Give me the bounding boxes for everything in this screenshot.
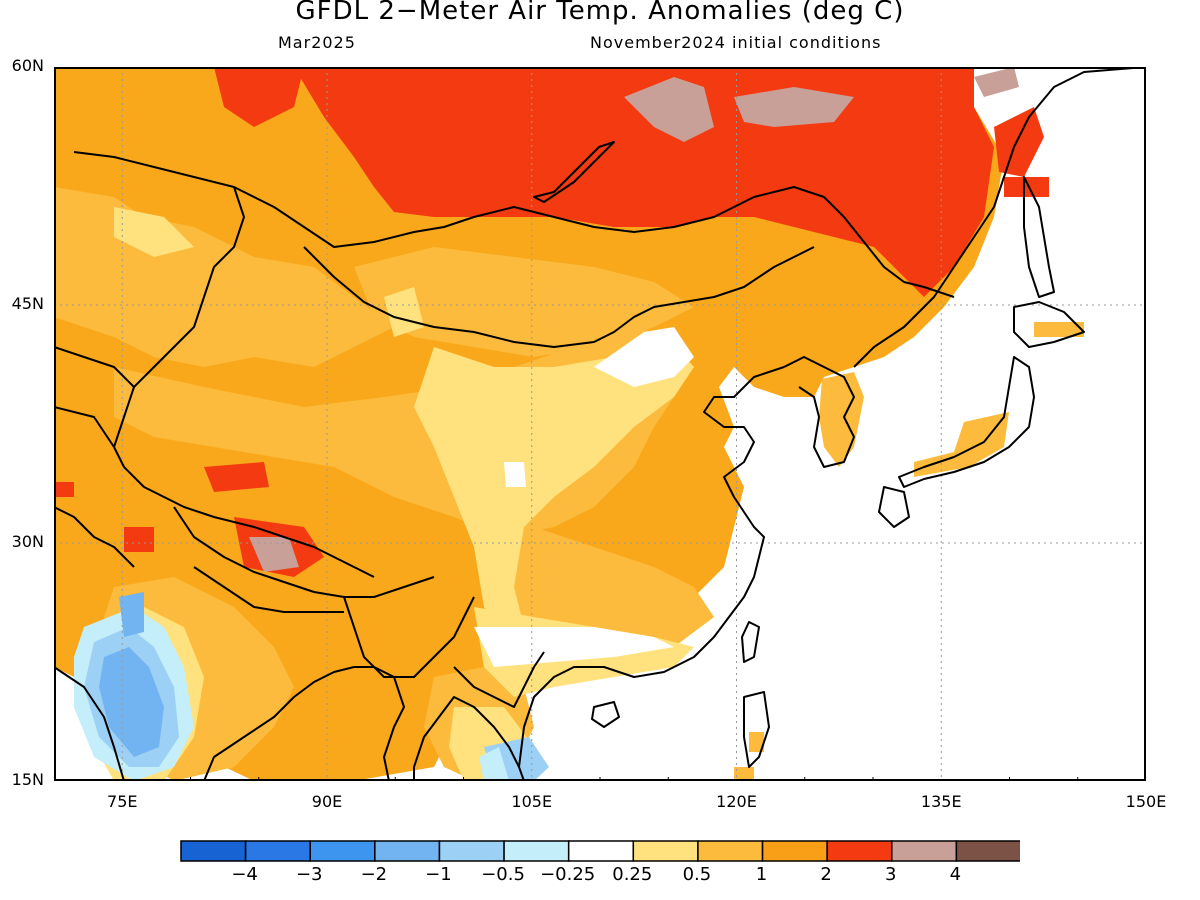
contour-luzon [734,767,754,781]
colorbar-swatch [374,840,441,862]
contour-2-to-3-kaz [54,482,74,497]
contour-neg-1 [99,647,164,757]
lon-label-105E: 105E [511,792,553,811]
contour-taiwan [749,732,764,752]
coastline-kyushu [878,486,910,528]
border-russia-china-mongolia [73,151,955,298]
coastline-honshu [898,356,1035,488]
lon-label-75E: 75E [107,792,138,811]
colorbar-label: −0.5 [481,864,525,885]
colorbar-label: −3 [295,864,323,885]
colorbar-label: 1 [755,864,768,885]
lon-label-135E: 135E [920,792,962,811]
lake-baikal [533,141,615,203]
colorbar-swatch [955,840,1020,862]
contour-2-to-3-himalaya [124,527,154,552]
coastline-luzon [743,691,770,768]
colorbar-label: 0.25 [612,864,653,885]
colorbar-label: 2 [820,864,832,885]
border-central-asia [54,346,135,568]
contour-neg-indochina-inner [479,747,509,781]
coastline-india [54,666,355,781]
colorbar-label: 0.5 [682,864,712,885]
coastline-taiwan [741,621,760,663]
coastline-indochina [413,696,520,781]
contour-0p25-to-0p5-kaz [114,207,194,257]
contour-3-to-4-kolyma [974,67,1019,97]
lat-label-60N: 60N [11,56,44,75]
colorbar-swatch [891,840,958,862]
contour-0p25-to-0p5-tibet [384,287,424,337]
colorbar-swatch [826,840,893,862]
anomaly-contours [54,67,1084,781]
coastline-korea [783,356,855,468]
colorbar-swatch [632,840,699,862]
lat-label-45N: 45N [11,294,44,313]
colorbar-label: −4 [231,864,258,885]
colorbar-swatch [503,840,570,862]
colorbar-label: −1 [425,864,452,885]
coastline-china [518,366,785,781]
colorbar-swatch [244,840,311,862]
colorbar-label: −0.25 [540,864,596,885]
contour-2-to-3-yakutia [1004,177,1049,197]
contour-near-zero-sichuan [504,462,526,487]
contour-japan-honshu [914,412,1009,477]
contour-3-to-4-tibet [249,537,299,572]
colorbar-swatch [761,840,828,862]
border-india-nepal [193,566,344,613]
contour-near-zero-ordos [594,327,694,387]
contour-2-to-3-sakha [994,107,1044,177]
colorbar-swatch [438,840,505,862]
initial-conditions-label: November2024 initial conditions [590,33,882,52]
contour-0p5-to-1-mongolia [354,247,694,357]
colorbar-swatch [697,840,764,862]
colorbar-label: 4 [949,864,962,885]
contour-neg-1-north [119,592,144,637]
forecast-month: Mar2025 [278,33,356,52]
graticule [54,67,1146,781]
border-china-west [113,446,375,578]
border-laos-vietnam [453,651,545,708]
lon-label-120E: 120E [716,792,757,811]
contour-2-to-3-siberia [294,67,994,297]
coastline-sakhalin [1023,176,1055,298]
colorbar-swatch [309,840,376,862]
colorbar-swatch [180,840,247,862]
contour-2-to-3-west-siberia [214,67,304,127]
border-myanmar [343,596,475,678]
lon-label-90E: 90E [311,792,343,811]
coastlines-and-borders [54,67,1146,781]
contour-3-to-4-central-siberia [624,77,714,142]
border-china-kazakhstan [113,186,245,448]
contour-near-zero-south [474,627,674,667]
contour-japan-north [1034,322,1084,337]
contour-3-to-4-east-siberia [734,87,854,127]
colorbar-label: 3 [885,864,897,885]
lon-label-150E: 150E [1125,792,1167,811]
coastline-primorye [853,67,1146,368]
coastline-hainan [591,701,620,728]
colorbar-label: −2 [360,864,388,885]
lat-label-30N: 30N [11,532,44,551]
colorbar [180,840,1020,862]
anomaly-map [54,67,1146,781]
border-mongolia-china [303,246,815,348]
chart-title: GFDL 2−Meter Air Temp. Anomalies (deg C) [295,0,905,26]
map-frame [54,67,1146,781]
coastline-hokkaido [1013,301,1085,348]
border-himalaya [173,506,435,598]
lat-label-15N: 15N [11,770,44,789]
contour-0p25-to-0p5-gobi [414,347,694,637]
contour-2-to-3-xinjiang [204,462,269,492]
colorbar-swatch [567,840,635,862]
